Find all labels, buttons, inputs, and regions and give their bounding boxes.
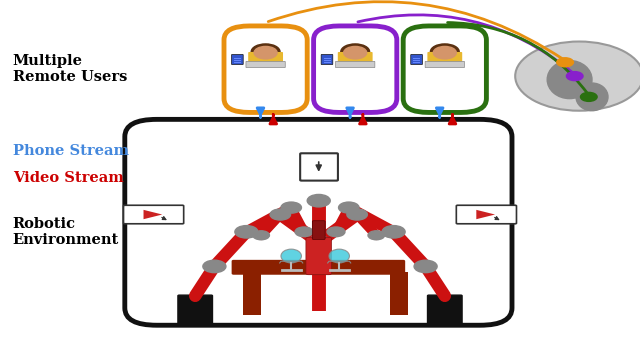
Circle shape bbox=[281, 202, 301, 213]
Ellipse shape bbox=[566, 85, 579, 95]
FancyBboxPatch shape bbox=[306, 237, 332, 275]
FancyBboxPatch shape bbox=[248, 52, 283, 63]
Circle shape bbox=[341, 44, 370, 60]
Text: Multiple
Remote Users: Multiple Remote Users bbox=[13, 54, 127, 84]
FancyBboxPatch shape bbox=[125, 119, 512, 325]
FancyBboxPatch shape bbox=[246, 61, 285, 68]
FancyBboxPatch shape bbox=[425, 61, 465, 68]
FancyBboxPatch shape bbox=[232, 55, 243, 64]
Circle shape bbox=[414, 260, 437, 273]
FancyBboxPatch shape bbox=[250, 62, 280, 66]
Polygon shape bbox=[143, 210, 163, 219]
Circle shape bbox=[235, 226, 258, 238]
Circle shape bbox=[251, 44, 280, 60]
FancyBboxPatch shape bbox=[428, 52, 462, 63]
Circle shape bbox=[382, 226, 405, 238]
Circle shape bbox=[253, 231, 269, 240]
FancyBboxPatch shape bbox=[428, 295, 462, 326]
FancyBboxPatch shape bbox=[178, 295, 212, 326]
FancyBboxPatch shape bbox=[403, 26, 486, 112]
Circle shape bbox=[327, 227, 345, 237]
Ellipse shape bbox=[576, 83, 608, 111]
Circle shape bbox=[307, 194, 330, 207]
Circle shape bbox=[566, 72, 583, 81]
FancyBboxPatch shape bbox=[314, 26, 397, 112]
Circle shape bbox=[254, 46, 277, 59]
Circle shape bbox=[557, 58, 573, 67]
FancyBboxPatch shape bbox=[456, 205, 516, 224]
Circle shape bbox=[515, 42, 640, 111]
Bar bbox=[390, 272, 408, 315]
Ellipse shape bbox=[329, 249, 349, 263]
FancyBboxPatch shape bbox=[312, 221, 325, 239]
Circle shape bbox=[339, 202, 359, 213]
Circle shape bbox=[433, 46, 456, 59]
FancyBboxPatch shape bbox=[430, 62, 460, 66]
Circle shape bbox=[368, 231, 385, 240]
Polygon shape bbox=[476, 210, 495, 219]
Circle shape bbox=[295, 227, 313, 237]
FancyBboxPatch shape bbox=[321, 55, 333, 64]
FancyBboxPatch shape bbox=[338, 52, 372, 63]
FancyBboxPatch shape bbox=[340, 62, 371, 66]
Circle shape bbox=[580, 92, 597, 101]
Text: Video Stream: Video Stream bbox=[13, 171, 124, 185]
Bar bbox=[243, 272, 261, 315]
Text: Phone Stream: Phone Stream bbox=[13, 144, 129, 157]
Circle shape bbox=[430, 44, 459, 60]
FancyBboxPatch shape bbox=[300, 153, 338, 181]
Circle shape bbox=[344, 46, 367, 59]
FancyBboxPatch shape bbox=[232, 261, 404, 274]
Ellipse shape bbox=[547, 61, 592, 99]
FancyBboxPatch shape bbox=[335, 61, 375, 68]
Circle shape bbox=[307, 236, 330, 248]
Circle shape bbox=[270, 209, 291, 220]
Ellipse shape bbox=[281, 249, 301, 263]
Text: Robotic
Environment: Robotic Environment bbox=[13, 217, 119, 247]
FancyBboxPatch shape bbox=[124, 205, 184, 224]
FancyBboxPatch shape bbox=[224, 26, 307, 112]
Circle shape bbox=[203, 260, 226, 273]
Circle shape bbox=[347, 209, 367, 220]
FancyBboxPatch shape bbox=[411, 55, 422, 64]
